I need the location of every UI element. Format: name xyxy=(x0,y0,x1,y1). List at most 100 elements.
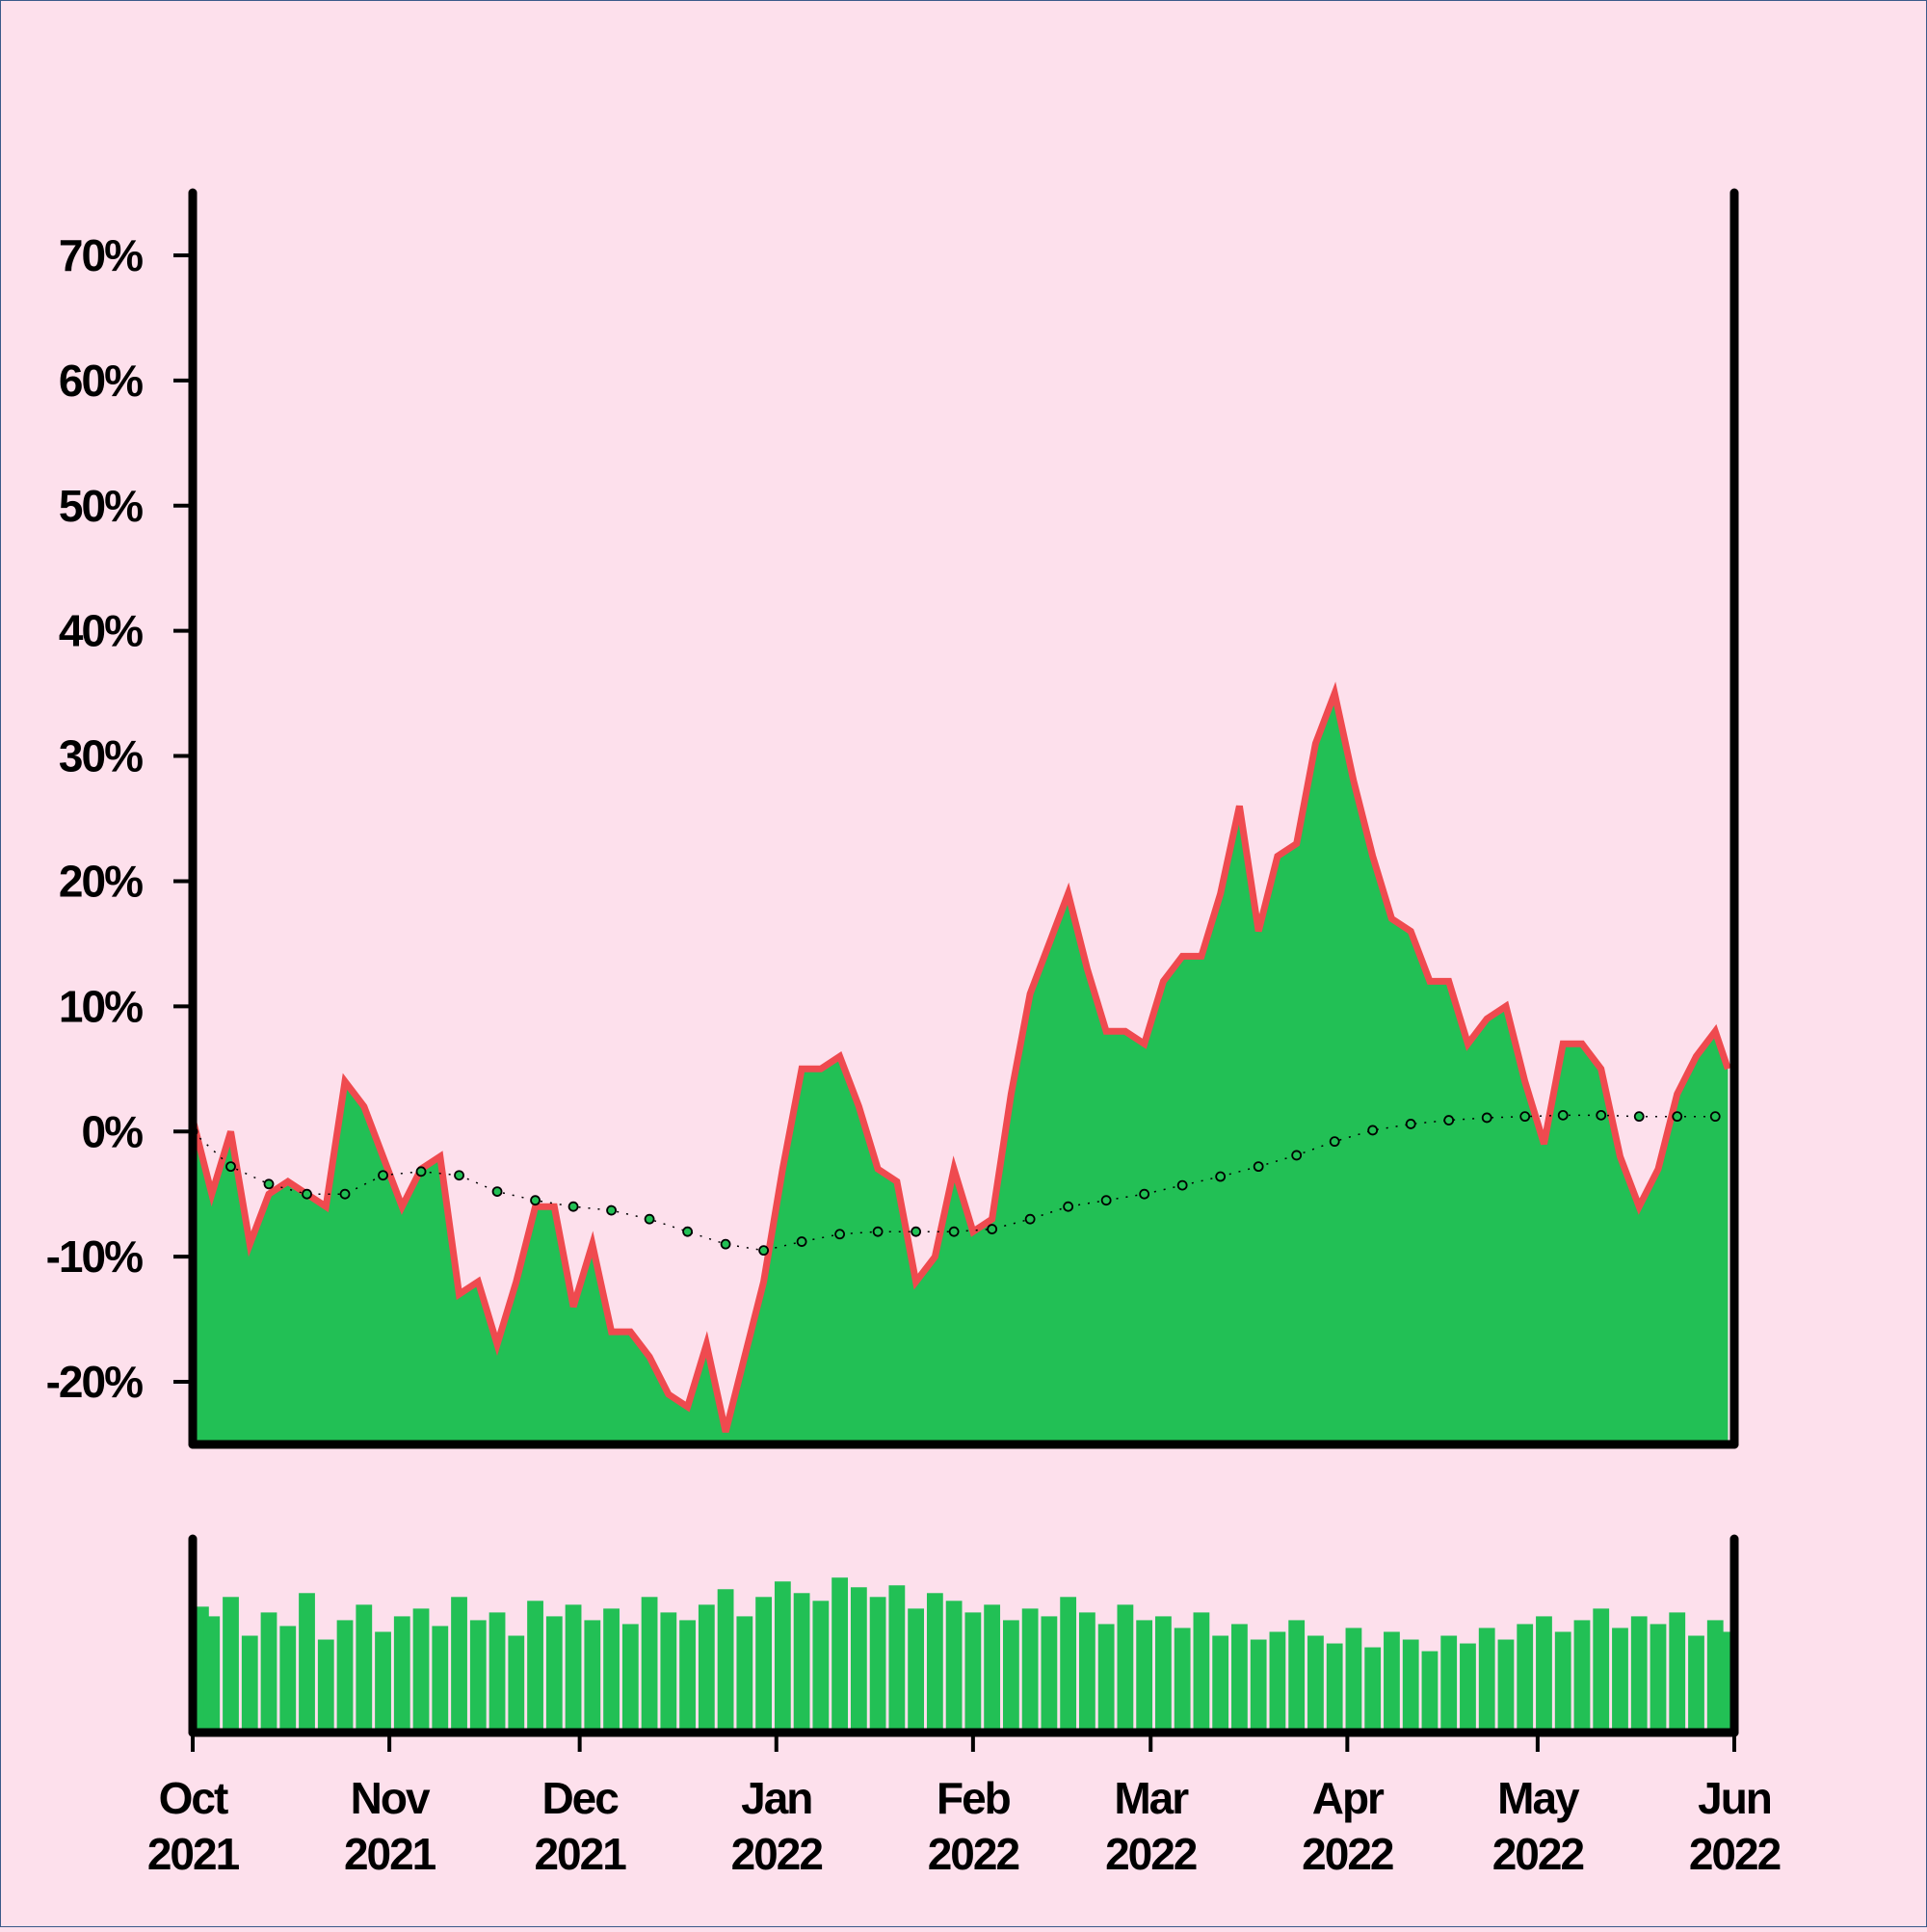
volume-bar xyxy=(1307,1635,1324,1733)
volume-bar xyxy=(908,1608,925,1733)
moving-average-point xyxy=(378,1170,388,1181)
volume-bar xyxy=(299,1593,315,1733)
volume-bar xyxy=(469,1620,487,1733)
moving-average-point xyxy=(682,1226,693,1237)
volume-bar xyxy=(1060,1597,1077,1733)
plot-area xyxy=(193,681,1731,1444)
moving-average-point xyxy=(225,1161,236,1173)
moving-average-point xyxy=(454,1170,464,1181)
volume-bar xyxy=(1612,1628,1628,1733)
volume-bar xyxy=(241,1635,258,1733)
volume-bar xyxy=(736,1616,753,1733)
volume-bar xyxy=(203,1616,221,1733)
y-tick-label: 40% xyxy=(59,606,143,656)
y-tick-label: -10% xyxy=(46,1231,143,1282)
moving-average-point xyxy=(1253,1161,1264,1173)
volume-bar xyxy=(1097,1624,1115,1733)
volume-bar xyxy=(1345,1628,1362,1733)
volume-bar xyxy=(603,1608,620,1733)
volume-bar xyxy=(755,1597,772,1733)
volume-bar xyxy=(812,1601,830,1733)
volume-bar xyxy=(888,1585,906,1733)
volume-bar xyxy=(1630,1616,1648,1733)
moving-average-point xyxy=(1481,1112,1492,1124)
volume-bar xyxy=(621,1624,639,1733)
moving-average-point xyxy=(1557,1109,1569,1121)
volume-bar xyxy=(660,1612,677,1733)
moving-average-point xyxy=(1215,1171,1227,1182)
volume-bar xyxy=(1421,1651,1439,1733)
volume-bar xyxy=(1517,1624,1534,1733)
volume-bar xyxy=(336,1620,354,1733)
volume-bar xyxy=(260,1612,277,1733)
volume-bar xyxy=(1212,1635,1229,1733)
x-tick-label: Nov 2021 xyxy=(344,1773,436,1879)
x-tick-label: Jun 2022 xyxy=(1689,1773,1781,1879)
volume-bar xyxy=(393,1616,410,1733)
y-tick-label: -20% xyxy=(46,1357,143,1407)
volume-bar xyxy=(1288,1620,1306,1733)
volume-bar xyxy=(508,1635,525,1733)
moving-average-point xyxy=(1367,1125,1379,1136)
volume-bar xyxy=(1384,1631,1400,1733)
moving-average-point xyxy=(1519,1111,1531,1123)
moving-average-point xyxy=(758,1245,769,1257)
volume-bar xyxy=(1669,1612,1686,1733)
volume-bar xyxy=(412,1608,430,1733)
volume-bar xyxy=(1402,1639,1419,1733)
x-tick-label: Jan 2022 xyxy=(731,1773,823,1879)
moving-average-point xyxy=(720,1238,731,1250)
moving-average-point xyxy=(644,1213,655,1225)
moving-average-point xyxy=(491,1186,503,1198)
volume-bar xyxy=(641,1597,658,1733)
moving-average-point xyxy=(1100,1195,1112,1206)
moving-average-point xyxy=(1443,1115,1455,1125)
volume-bar xyxy=(1688,1635,1704,1733)
volume-bar xyxy=(869,1597,886,1733)
volume-bar xyxy=(545,1616,563,1733)
volume-bar xyxy=(584,1620,601,1733)
moving-average-point xyxy=(1329,1136,1340,1148)
volume-bar xyxy=(317,1639,334,1733)
y-tick-label: 30% xyxy=(59,731,143,781)
moving-average-point xyxy=(415,1166,427,1178)
moving-average-point xyxy=(339,1188,351,1200)
volume-bar xyxy=(850,1587,867,1733)
x-tick-label: Mar 2022 xyxy=(1105,1773,1197,1879)
moving-average-point xyxy=(1024,1213,1036,1225)
moving-average-point xyxy=(948,1226,960,1237)
moving-average-point xyxy=(834,1229,846,1240)
volume-bar xyxy=(488,1612,506,1733)
moving-average-point xyxy=(1633,1111,1645,1123)
volume-bar xyxy=(1041,1616,1058,1733)
volume-bar xyxy=(1573,1620,1591,1733)
area-fill xyxy=(193,693,1729,1444)
volume-bar xyxy=(527,1601,543,1733)
volume-bar xyxy=(698,1604,715,1733)
volume-bar xyxy=(375,1631,391,1733)
volume-bar xyxy=(1593,1608,1610,1733)
moving-average-point xyxy=(1176,1179,1188,1191)
x-tick-label: May 2022 xyxy=(1492,1773,1584,1879)
volume-bar xyxy=(964,1612,982,1733)
moving-average-point xyxy=(1139,1188,1150,1200)
volume-bar xyxy=(279,1626,297,1733)
moving-average-point xyxy=(1063,1201,1074,1212)
y-tick-label: 0% xyxy=(82,1106,144,1156)
volume-bar xyxy=(1269,1631,1286,1733)
volume-bar xyxy=(1478,1628,1495,1733)
y-tick-label: 10% xyxy=(59,981,143,1031)
volume-bar xyxy=(565,1604,582,1733)
volume-bar xyxy=(1650,1624,1667,1733)
volume-bar xyxy=(1155,1616,1172,1733)
moving-average-point xyxy=(606,1204,617,1216)
moving-average-point xyxy=(302,1188,312,1200)
volume-bar xyxy=(717,1589,734,1733)
y-tick-label: 20% xyxy=(59,856,143,906)
volume-bar xyxy=(223,1597,239,1733)
volume-bar xyxy=(1117,1604,1134,1733)
y-tick-label: 60% xyxy=(59,356,143,406)
moving-average-point xyxy=(1672,1111,1683,1123)
